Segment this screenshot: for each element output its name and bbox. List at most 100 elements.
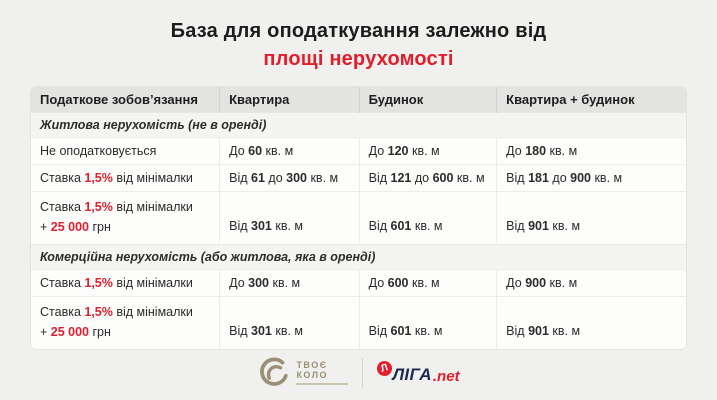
tvoe-kolo-logo: ТВОЄ КОЛО	[257, 356, 349, 390]
cell-text: 120	[387, 143, 409, 158]
column-header: Податкове зобов’язання	[40, 91, 198, 107]
table-header-row: Податкове зобов’язання Квартира Будинок Ква…	[31, 87, 686, 112]
value-cell: Від 61 до 300 кв. м	[219, 163, 360, 191]
cell-text: 300	[286, 170, 307, 185]
cell-text: 301	[251, 324, 272, 338]
cell-text: Від	[506, 218, 529, 233]
cell-text: кв. м	[411, 218, 443, 233]
cell-text: до	[264, 170, 287, 185]
cell-text: кв. м	[590, 170, 623, 185]
value-cell: До 300 кв. м	[219, 268, 360, 297]
cell-text: До	[368, 275, 388, 290]
tvoe-kolo-line1: ТВОЄ	[296, 360, 328, 371]
cell-text: 1,5%	[84, 170, 113, 185]
cell-text: кв. м	[306, 170, 339, 185]
cell-text: кв. м	[271, 218, 303, 233]
cell-text: кв. м	[269, 275, 301, 290]
liga-wordmark: ЛІГА	[392, 365, 432, 384]
table-row: Ставка 1,5% від мінімалки Від 61 до 300 к…	[31, 163, 686, 191]
cell-text: кв. м	[548, 324, 581, 338]
table-row: Ставка 1,5% від мінімалки + 25 000 грн Від…	[31, 190, 686, 245]
footer-divider	[362, 358, 364, 388]
cell-text: 1,5%	[84, 199, 113, 214]
table-row: Не оподатковується До 60 кв. м До 120 кв. …	[31, 136, 686, 164]
value-cell: Від 301 кв. м	[219, 190, 360, 245]
table-row: Ставка 1,5% від мінімалки + 25 000 грн Від…	[31, 295, 686, 349]
tax-base-table-grid: Податкове зобов’язання Квартира Будинок Ква…	[31, 87, 686, 349]
cell-text: До	[368, 143, 388, 158]
table-row: Ставка 1,5% від мінімалки До 300 кв. м До …	[31, 268, 686, 297]
cell-text: Від	[506, 170, 529, 185]
value-cell: Від 901 кв. м	[496, 295, 686, 349]
cell-text: грн	[89, 325, 111, 340]
cell-text: +	[40, 220, 51, 235]
cell-text: кв. м	[411, 324, 443, 338]
cell-text: Ставка	[40, 304, 85, 319]
cell-text: від мінімалки	[112, 304, 193, 319]
cell-text: Від	[368, 324, 391, 338]
value-cell: До 180 кв. м	[496, 136, 686, 164]
cell-text: від мінімалки	[112, 199, 193, 214]
cell-text: 900	[570, 170, 591, 185]
cell-text: До	[506, 275, 526, 290]
tax-table-body: Податкове зобов’язання Квартира Будинок Ква…	[31, 87, 686, 349]
cell-text: 25 000	[50, 220, 90, 235]
section-label: Комерційна нерухомість (або житлова, яка…	[31, 243, 686, 270]
cell-text: Від	[229, 324, 252, 338]
cell-text: 901	[528, 324, 549, 338]
page-title: База для оподаткування залежно від площі…	[0, 0, 717, 73]
cell-text: Від	[229, 218, 252, 233]
column-header: Будинок	[358, 87, 497, 112]
cell-text: Від	[368, 218, 391, 233]
tvoe-kolo-tagline	[296, 382, 349, 385]
value-cell: Від 601 кв. м	[358, 295, 497, 349]
title-line-2: площі нерухомості	[263, 48, 454, 70]
obligation-cell: Ставка 1,5% від мінімалки + 25 000 грн	[31, 190, 220, 245]
cell-text: кв. м	[548, 218, 581, 233]
tax-base-table: Податкове зобов’язання Квартира Будинок Ква…	[30, 86, 687, 350]
cell-text: кв. м	[546, 275, 578, 290]
column-header: Квартира	[219, 87, 360, 112]
obligation-cell: Ставка 1,5% від мінімалки	[31, 163, 220, 191]
cell-text: 60	[248, 143, 263, 158]
cell-text: кв. м	[546, 143, 578, 158]
value-cell: Від 181 до 900 кв. м	[496, 163, 686, 191]
tvoe-kolo-line2: КОЛО	[296, 369, 329, 380]
cell-text: кв. м	[262, 143, 294, 158]
cell-text: 901	[528, 218, 549, 233]
cell-text: 601	[390, 218, 412, 233]
cell-text: від мінімалки	[112, 170, 193, 185]
value-cell: До 900 кв. м	[496, 268, 686, 297]
footer-logos: ТВОЄ КОЛО Л ЛІГА .net	[0, 356, 717, 390]
section-row: Житлова нерухомість (не в оренді)	[31, 111, 686, 137]
cell-text: Не оподатковується	[40, 143, 157, 158]
cell-text: 300	[248, 275, 270, 290]
cell-text: кв. м	[271, 324, 303, 338]
cell-text: Ставка	[40, 199, 85, 214]
cell-text: 601	[390, 324, 412, 338]
cell-text: до	[548, 170, 571, 185]
cell-text: 900	[525, 275, 547, 290]
obligation-cell: Не оподатковується	[31, 136, 220, 164]
cell-text: +	[40, 325, 51, 340]
cell-text: 121	[390, 170, 412, 185]
tvoe-kolo-circle-icon	[260, 357, 289, 386]
liga-net-suffix: .net	[432, 368, 460, 385]
cell-text: Від	[229, 170, 252, 185]
cell-text: Від	[506, 324, 529, 338]
cell-text: 1,5%	[84, 304, 113, 319]
obligation-cell: Ставка 1,5% від мінімалки + 25 000 грн	[31, 295, 220, 349]
value-cell: Від 601 кв. м	[358, 190, 497, 245]
cell-text: 181	[528, 170, 549, 185]
section-row: Комерційна нерухомість (або житлова, яка…	[31, 243, 686, 270]
value-cell: Від 901 кв. м	[496, 190, 686, 245]
value-cell: До 60 кв. м	[219, 136, 360, 164]
cell-text: 600	[387, 275, 409, 290]
cell-text: від мінімалки	[112, 275, 193, 290]
value-cell: Від 121 до 600 кв. м	[358, 163, 497, 191]
cell-text: Ставка	[40, 275, 85, 290]
cell-text: Від	[368, 170, 391, 185]
value-cell: До 600 кв. м	[358, 268, 497, 297]
cell-text: 25 000	[50, 325, 90, 340]
cell-text: До	[229, 275, 249, 290]
